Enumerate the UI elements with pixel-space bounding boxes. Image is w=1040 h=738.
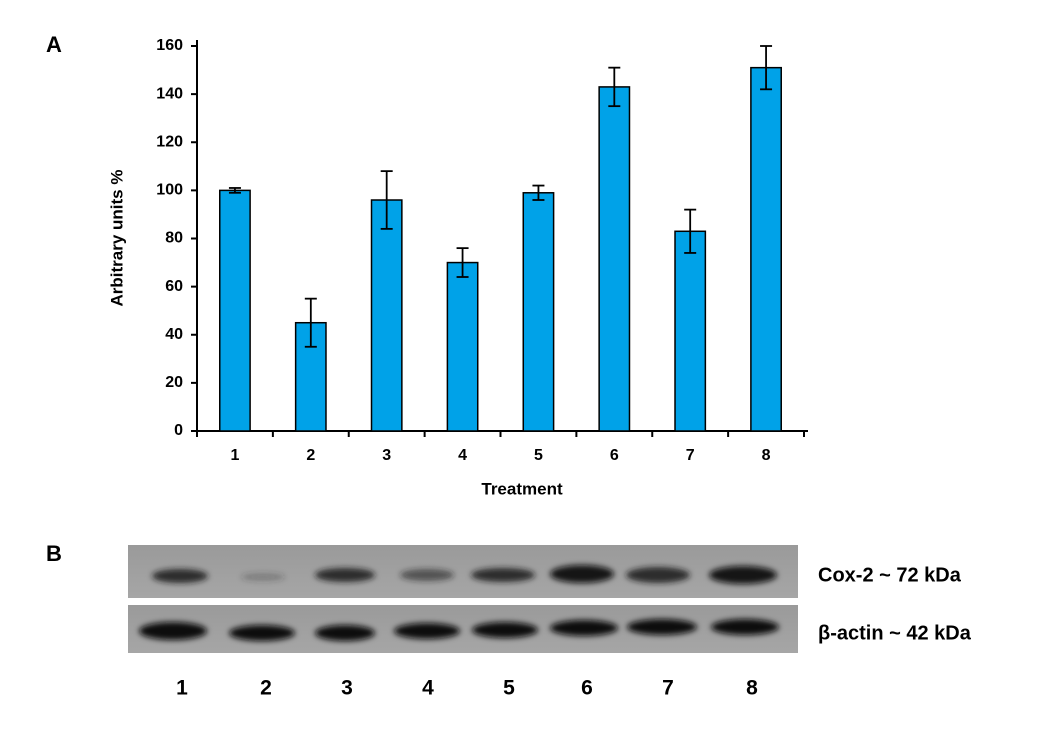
x-tick-label: 6 (610, 447, 619, 464)
error-bar (684, 208, 697, 254)
bar (750, 66, 782, 432)
band (152, 569, 208, 583)
blot-row-label: Cox-2 ~ 72 kDa (818, 564, 962, 586)
band (315, 568, 375, 582)
panel-label: A (46, 32, 62, 57)
lane-label: 3 (341, 677, 353, 700)
error-bar (760, 45, 773, 91)
panel-label: B (46, 541, 62, 566)
blot-strip (128, 605, 798, 653)
bands (139, 565, 779, 641)
y-tick-label: 80 (165, 230, 183, 247)
x-tick-label: 1 (230, 447, 239, 464)
error-bar (304, 297, 317, 348)
y-tick-label: 160 (156, 37, 183, 54)
error-bar (380, 170, 393, 230)
band (471, 568, 535, 582)
bar (446, 261, 479, 432)
x-axis-title: Treatment (481, 479, 563, 498)
bar (370, 199, 403, 432)
band (315, 625, 375, 641)
band (139, 622, 207, 640)
y-tick-label: 60 (165, 278, 183, 295)
lane-label: 6 (581, 677, 593, 700)
bar (674, 230, 707, 432)
band (550, 565, 614, 583)
error-bar (532, 184, 545, 201)
band (394, 623, 460, 639)
error-bar (228, 187, 241, 194)
lane-label: 2 (260, 677, 272, 700)
error-bar (608, 66, 621, 108)
y-tick-label: 20 (165, 374, 183, 391)
bar (598, 86, 631, 432)
lane-labels: 1 2 3 4 5 6 7 8 (176, 677, 758, 700)
band (550, 620, 618, 636)
x-tick-label: 8 (762, 447, 771, 464)
blot-row-label: β-actin ~ 42 kDa (818, 622, 972, 644)
band (400, 569, 454, 581)
bar (219, 189, 251, 432)
lane-label: 8 (746, 677, 758, 700)
band (709, 566, 777, 584)
lane-label: 5 (503, 677, 515, 700)
x-tick-label: 4 (458, 447, 467, 464)
error-bar (456, 247, 469, 278)
y-tick-label: 120 (156, 133, 183, 150)
band (472, 622, 538, 638)
y-tick-label: 140 (156, 85, 183, 102)
blot: Cox-2 ~ 72 kDa β-actin ~ 42 kDa 1 2 3 4 5 6 7 8 (128, 545, 972, 700)
x-tick-label: 3 (382, 447, 391, 464)
x-tick-label: 5 (534, 447, 543, 464)
band (711, 619, 779, 635)
band (229, 625, 295, 641)
band (241, 573, 285, 581)
y-tick-label: 40 (165, 326, 183, 343)
lane-label: 7 (662, 677, 674, 700)
lane-label: 1 (176, 677, 188, 700)
band (627, 619, 697, 635)
band (626, 567, 690, 583)
y-tick-label: 100 (156, 182, 183, 199)
x-tick-label: 2 (306, 447, 315, 464)
blot-strip (128, 545, 798, 598)
y-axis-title: Arbitrary units % (107, 170, 126, 307)
y-tick-label: 0 (174, 422, 183, 439)
bar (522, 192, 555, 432)
x-tick-label: 7 (686, 447, 695, 464)
lane-label: 4 (422, 677, 434, 700)
plot: 0 20 40 60 80 100 120 140 160 1 2 3 4 5 6 7 8 (156, 37, 808, 464)
